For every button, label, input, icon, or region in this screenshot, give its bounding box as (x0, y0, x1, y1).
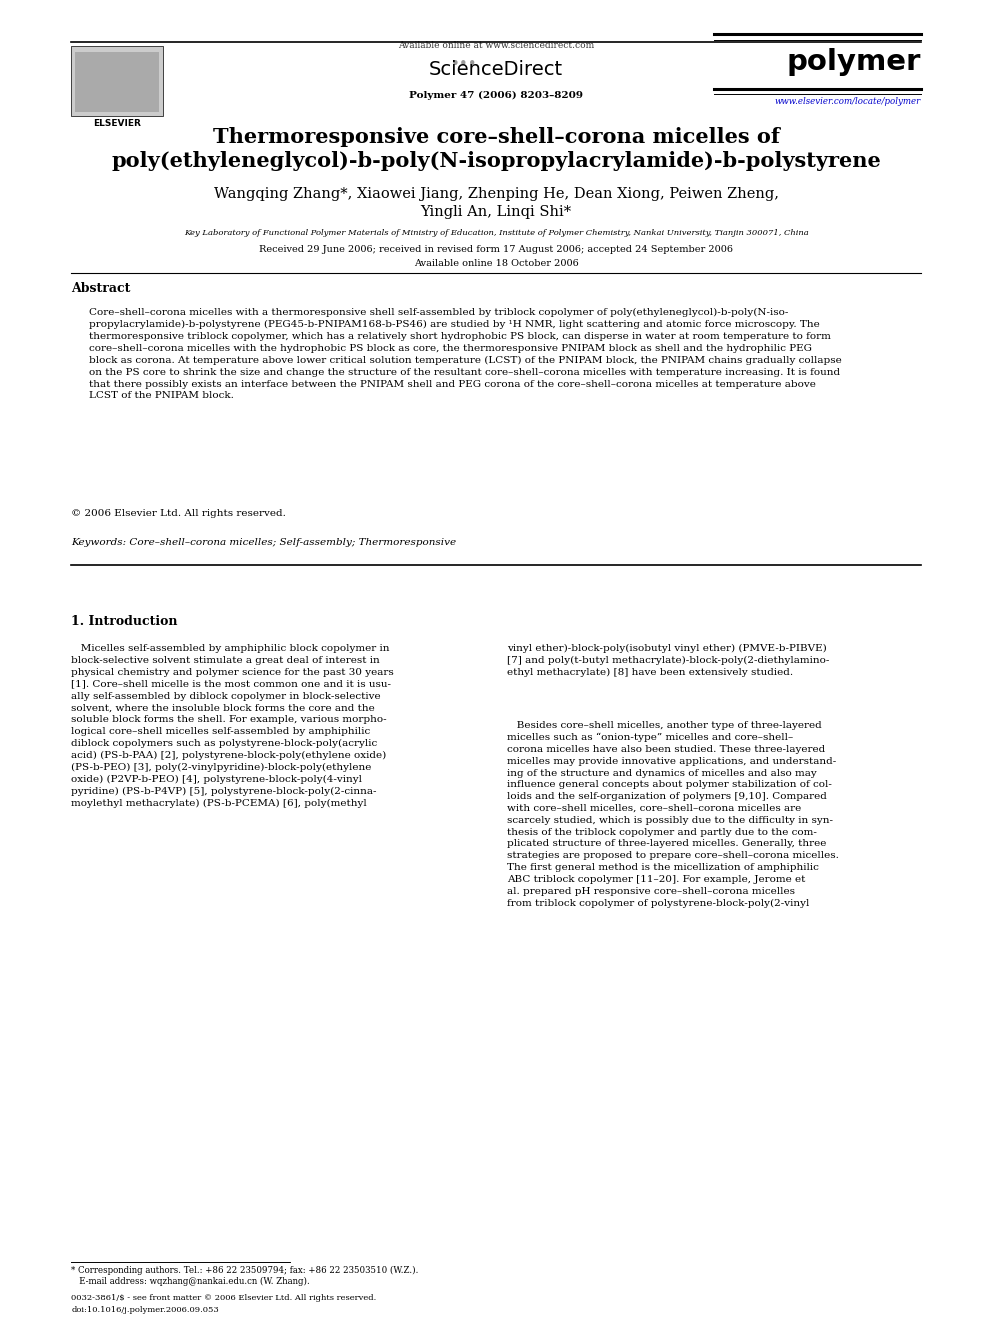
Text: Keywords: Core–shell–corona micelles; Self-assembly; Thermoresponsive: Keywords: Core–shell–corona micelles; Se… (71, 538, 456, 548)
Text: vinyl ether)-block-poly(isobutyl vinyl ether) (PMVE-b-PIBVE)
[7] and poly(t-buty: vinyl ether)-block-poly(isobutyl vinyl e… (507, 644, 829, 677)
Text: Abstract: Abstract (71, 282, 131, 295)
Text: Thermoresponsive core–shell–corona micelles of: Thermoresponsive core–shell–corona micel… (212, 127, 780, 147)
Text: 1. Introduction: 1. Introduction (71, 615, 178, 628)
Text: www.elsevier.com/locate/polymer: www.elsevier.com/locate/polymer (775, 97, 921, 106)
Text: poly(ethyleneglycol)-b-poly(N-isopropylacrylamide)-b-polystyrene: poly(ethyleneglycol)-b-poly(N-isopropyla… (111, 151, 881, 171)
Bar (71, 46, 163, 116)
Text: © 2006 Elsevier Ltd. All rights reserved.: © 2006 Elsevier Ltd. All rights reserved… (71, 509, 287, 519)
Text: Micelles self-assembled by amphiphilic block copolymer in
block-selective solven: Micelles self-assembled by amphiphilic b… (71, 644, 394, 808)
Text: polymer: polymer (787, 48, 921, 75)
Text: •••: ••• (451, 57, 477, 71)
Text: Wangqing Zhang*, Xiaowei Jiang, Zhenping He, Dean Xiong, Peiwen Zheng,: Wangqing Zhang*, Xiaowei Jiang, Zhenping… (213, 187, 779, 201)
Bar (75, 52, 159, 112)
Text: * Corresponding authors. Tel.: +86 22 23509794; fax: +86 22 23503510 (W.Z.).
   : * Corresponding authors. Tel.: +86 22 23… (71, 1266, 419, 1286)
Text: Polymer 47 (2006) 8203–8209: Polymer 47 (2006) 8203–8209 (409, 91, 583, 101)
Text: 0032-3861/$ - see front matter © 2006 Elsevier Ltd. All rights reserved.: 0032-3861/$ - see front matter © 2006 El… (71, 1294, 377, 1302)
Text: Besides core–shell micelles, another type of three-layered
micelles such as “oni: Besides core–shell micelles, another typ… (507, 721, 839, 908)
Text: doi:10.1016/j.polymer.2006.09.053: doi:10.1016/j.polymer.2006.09.053 (71, 1306, 219, 1314)
Text: Available online 18 October 2006: Available online 18 October 2006 (414, 259, 578, 269)
Text: Received 29 June 2006; received in revised form 17 August 2006; accepted 24 Sept: Received 29 June 2006; received in revis… (259, 245, 733, 254)
Text: Yingli An, Linqi Shi*: Yingli An, Linqi Shi* (421, 205, 571, 220)
Text: ELSEVIER: ELSEVIER (93, 119, 141, 128)
Text: Core–shell–corona micelles with a thermoresponsive shell self-assembled by tribl: Core–shell–corona micelles with a thermo… (89, 308, 842, 401)
Text: Available online at www.sciencedirect.com: Available online at www.sciencedirect.co… (398, 41, 594, 50)
Text: ScienceDirect: ScienceDirect (429, 60, 563, 78)
Text: Key Laboratory of Functional Polymer Materials of Ministry of Education, Institu: Key Laboratory of Functional Polymer Mat… (184, 229, 808, 237)
